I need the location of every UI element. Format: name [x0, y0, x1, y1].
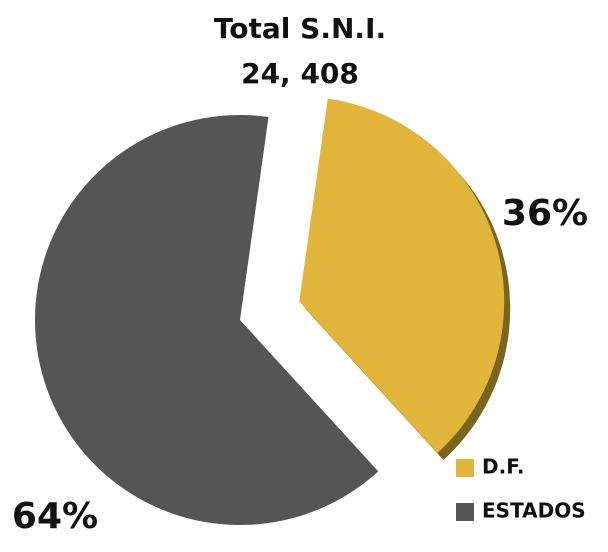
chart-subtitle: 24, 408	[241, 57, 359, 90]
slice	[34, 114, 379, 525]
legend-label: ESTADOS	[482, 499, 586, 523]
chart-title: Total S.N.I.	[214, 12, 386, 45]
legend-label: D.F.	[482, 455, 525, 479]
slice	[299, 98, 505, 454]
value-label: 64%	[12, 496, 98, 537]
legend-swatch	[456, 459, 474, 477]
legend-swatch	[456, 503, 474, 521]
value-label: 36%	[502, 193, 588, 234]
